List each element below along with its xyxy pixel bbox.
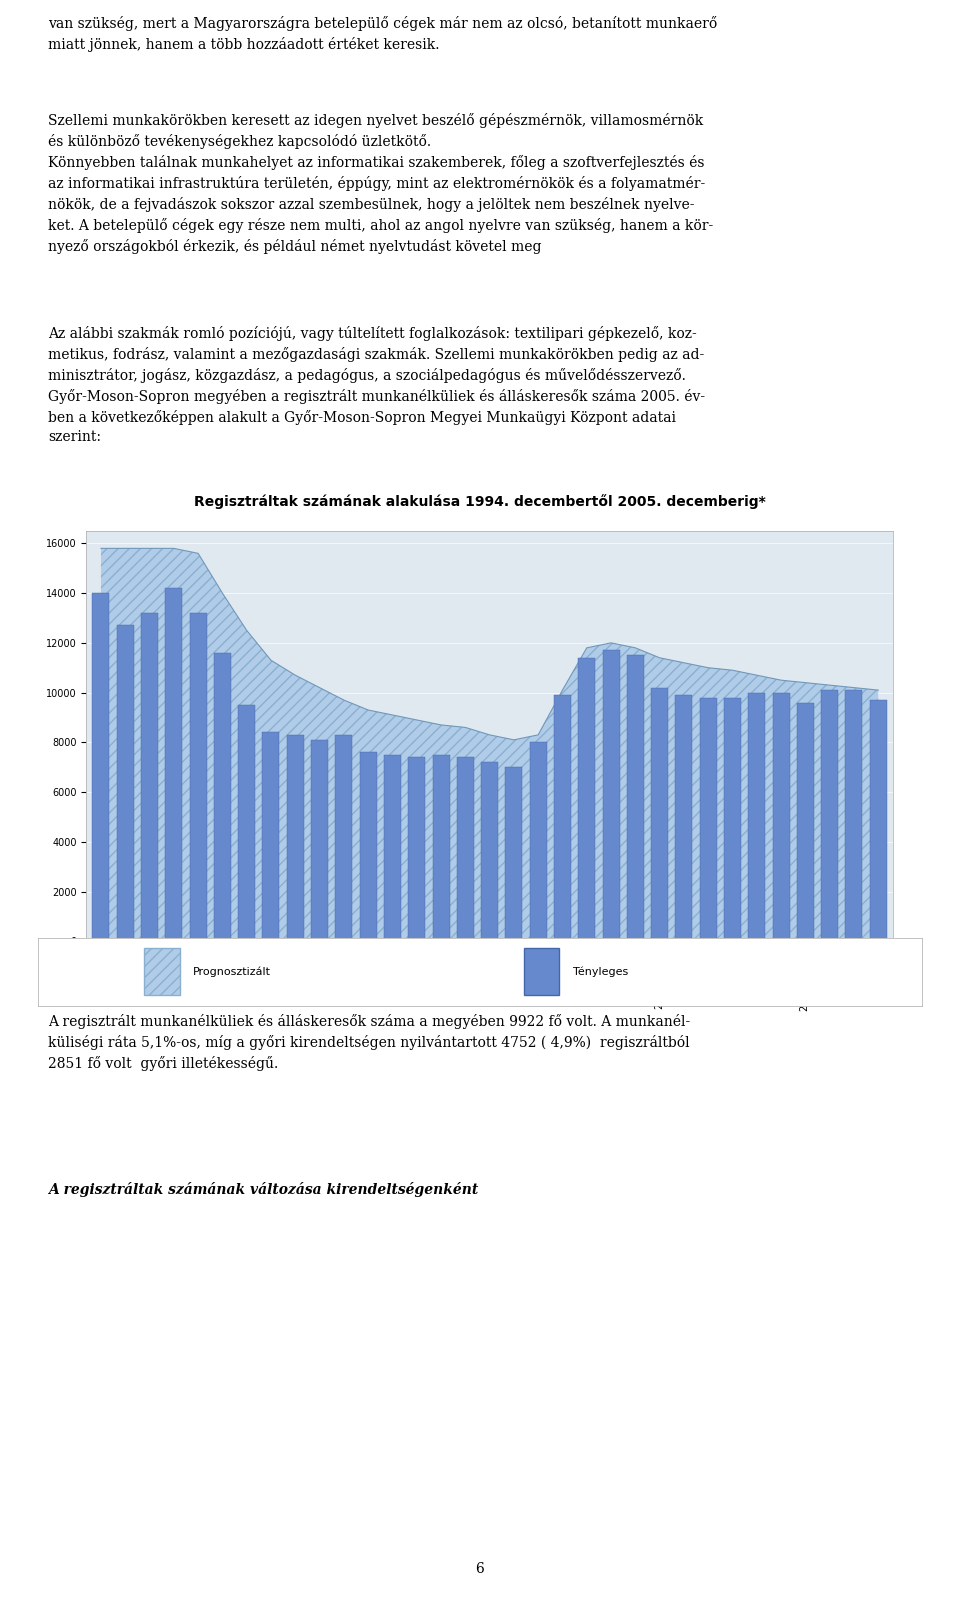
Text: Prognosztizált: Prognosztizált — [193, 967, 271, 977]
Bar — [311, 740, 328, 941]
Text: Az alábbi szakmák romló pozíciójú, vagy túltelített foglalkozások: textilipari g: Az alábbi szakmák romló pozíciójú, vagy … — [48, 325, 706, 444]
Bar — [457, 758, 474, 941]
Text: A regisztráltak számának változása kirendeltségenként: A regisztráltak számának változása kiren… — [48, 1181, 478, 1197]
Bar — [165, 589, 182, 941]
Bar — [603, 650, 619, 941]
Bar — [433, 755, 449, 941]
Bar — [190, 613, 206, 941]
Bar — [384, 755, 401, 941]
Bar — [724, 698, 741, 941]
Bar — [408, 758, 425, 941]
Text: Szellemi munkakörökben keresett az idegen nyelvet beszélő gépészmérnök, villamos: Szellemi munkakörökben keresett az idege… — [48, 113, 713, 254]
Bar — [748, 692, 765, 941]
FancyBboxPatch shape — [144, 948, 180, 996]
Bar — [870, 700, 887, 941]
Bar — [214, 653, 231, 941]
Text: Regisztráltak számának alakulása 1994. decembertől 2005. decemberig*: Regisztráltak számának alakulása 1994. d… — [194, 494, 766, 510]
Bar — [821, 690, 838, 941]
Bar — [676, 695, 692, 941]
Bar — [287, 735, 303, 941]
Bar — [481, 763, 498, 941]
Text: 6: 6 — [475, 1562, 485, 1575]
Text: Tényleges: Tényleges — [573, 967, 628, 977]
Bar — [627, 655, 644, 941]
Bar — [141, 613, 158, 941]
Bar — [360, 753, 376, 941]
Bar — [335, 735, 352, 941]
Text: A regisztrált munkanélküliek és álláskeresők száma a megyében 9922 fő volt. A mu: A regisztrált munkanélküliek és állásker… — [48, 1014, 690, 1070]
Bar — [117, 626, 133, 941]
Bar — [700, 698, 717, 941]
Bar — [505, 767, 522, 941]
Bar — [797, 703, 814, 941]
Bar — [530, 742, 546, 941]
Bar — [238, 705, 255, 941]
Bar — [554, 695, 571, 941]
FancyBboxPatch shape — [524, 948, 560, 996]
Bar — [92, 594, 109, 941]
Bar — [846, 690, 862, 941]
Bar — [651, 687, 668, 941]
Bar — [262, 732, 279, 941]
Text: van szükség, mert a Magyarországra betelepülő cégek már nem az olcsó, betanított: van szükség, mert a Magyarországra betel… — [48, 16, 717, 51]
Bar — [578, 658, 595, 941]
Bar — [773, 692, 789, 941]
